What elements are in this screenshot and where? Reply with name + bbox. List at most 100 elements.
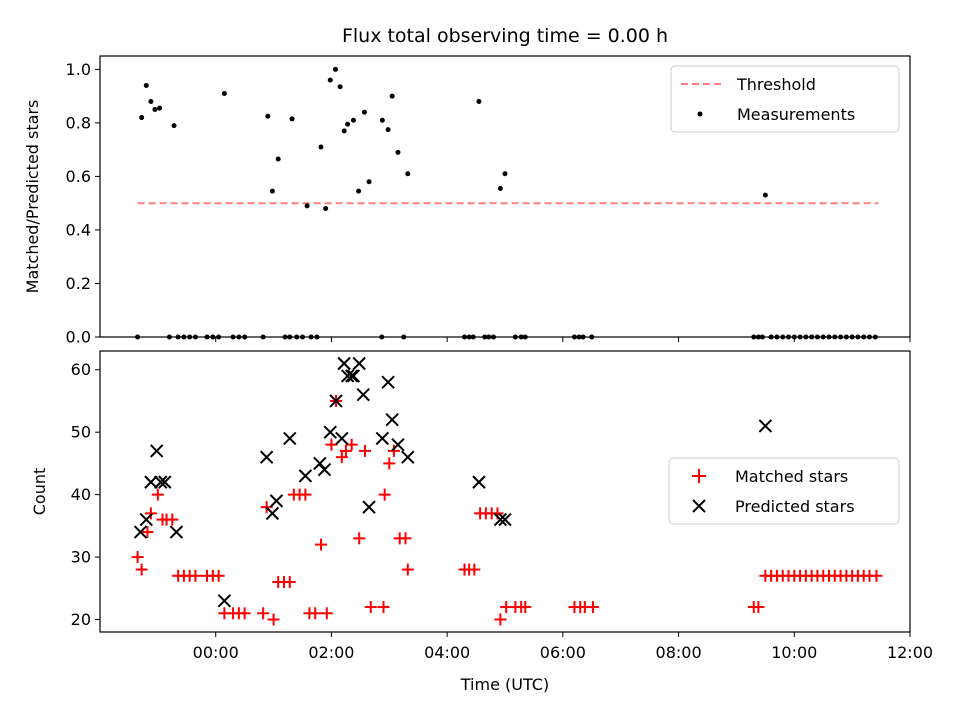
top-y-tick-label: 0.0 (66, 328, 91, 347)
matched-star-marker (752, 601, 765, 614)
predicted-star-marker (139, 512, 153, 527)
legend-measurements-label: Measurements (737, 105, 855, 124)
measurement-point (786, 334, 791, 340)
measurement-point (166, 334, 172, 340)
predicted-star-marker (375, 431, 390, 446)
measurement-point (341, 128, 347, 134)
matched-star-marker (267, 613, 280, 626)
measurement-point (282, 334, 288, 340)
top-y-tick-label: 0.2 (66, 274, 91, 293)
matched-star-marker (315, 538, 328, 551)
measurement-point (181, 334, 187, 340)
measurement-point (838, 334, 844, 340)
predicted-star-marker (169, 525, 184, 539)
x-tick-label: 08:00 (656, 643, 702, 662)
measurement-point (755, 334, 761, 340)
measurement-point (314, 334, 320, 340)
legend-predicted-swatch (692, 499, 706, 513)
predicted-star-marker (381, 375, 395, 389)
matched-star-marker (257, 607, 270, 620)
matched-star-marker (212, 569, 225, 582)
measurement-point (216, 334, 222, 340)
matched-star-marker (141, 526, 154, 539)
measurement-point (512, 334, 518, 340)
measurement-point (571, 334, 577, 340)
predicted-star-marker (335, 431, 349, 446)
measurement-point (230, 334, 236, 340)
predicted-star-marker (259, 450, 274, 464)
predicted-star-marker (337, 356, 351, 371)
top-y-axis-label: Matched/Predicted stars (23, 100, 42, 294)
top-y-tick-label: 0.8 (66, 113, 91, 132)
matched-star-marker (135, 563, 148, 576)
measurement-point (143, 82, 149, 88)
predicted-star-marker (493, 512, 508, 527)
measurement-point (401, 334, 407, 340)
measurement-point (318, 144, 324, 150)
measurement-point (204, 334, 210, 340)
predicted-star-marker (323, 425, 337, 439)
predicted-star-marker (298, 469, 313, 483)
matched-star-marker (870, 569, 883, 582)
bottom-y-tick-label: 20 (71, 610, 91, 629)
measurement-point (287, 334, 293, 340)
measurement-point (350, 117, 356, 123)
measurement-point (175, 334, 181, 340)
legend-matched-swatch (692, 469, 706, 483)
predicted-star-marker (144, 475, 158, 489)
matched-star-marker (238, 607, 251, 620)
measurement-point (832, 334, 838, 340)
matched-star-marker (494, 613, 507, 626)
predicted-star-marker (133, 525, 148, 539)
measurement-point (768, 334, 774, 340)
measurement-point (300, 334, 305, 340)
measurement-point (379, 334, 385, 340)
x-tick-label: 10:00 (771, 643, 817, 662)
bottom-y-tick-label: 60 (71, 360, 91, 379)
measurement-point (576, 334, 582, 340)
predicted-star-marker (269, 494, 284, 508)
predicted-star-marker (401, 450, 415, 464)
bottom-legend: Matched stars Predicted stars (668, 457, 900, 525)
matched-star-marker (260, 501, 273, 514)
matched-star-marker (144, 507, 157, 520)
measurement-point (843, 334, 849, 340)
predicted-star-marker (391, 437, 405, 452)
measurement-point (389, 93, 395, 99)
measurement-point (210, 334, 216, 340)
legend-measurements-swatch (697, 111, 703, 117)
predicted-star-marker (149, 444, 164, 458)
bottom-legend-box (668, 457, 900, 525)
measurement-point (809, 334, 815, 340)
top-legend: Threshold Measurements (670, 65, 900, 133)
predicted-star-marker (385, 412, 399, 427)
matched-star-marker (586, 601, 599, 614)
predicted-star-marker (317, 462, 332, 477)
predicted-star-marker (217, 594, 232, 608)
matched-star-marker (378, 488, 391, 501)
x-tick-label: 04:00 (424, 643, 470, 662)
matched-star-marker (309, 607, 322, 620)
matched-star-marker (387, 444, 400, 457)
measurement-point (490, 334, 496, 340)
measurement-point (486, 334, 492, 340)
measurement-point (482, 334, 488, 340)
measurement-point (580, 334, 586, 340)
matched-star-marker (299, 488, 312, 501)
measurement-point (304, 203, 310, 209)
measurement-point (589, 334, 595, 340)
measurement-point (762, 192, 768, 198)
bottom-panel: Count Time (UTC) 20 30 40 50 60 00:00 02:00 04:… (30, 350, 933, 694)
measurement-point (385, 127, 391, 133)
measurement-point (797, 334, 803, 340)
measurement-point (323, 206, 329, 212)
measurement-point (867, 334, 872, 340)
matched-star-marker (339, 444, 352, 457)
matched-star-marker (151, 488, 164, 501)
measurement-point (466, 334, 472, 340)
measurement-point (522, 334, 528, 340)
top-panel: Flux total observing time = 0.00 h Match… (23, 25, 911, 347)
top-y-tick-label: 1.0 (66, 60, 91, 79)
measurement-point (275, 156, 281, 162)
measurement-point (872, 334, 878, 340)
